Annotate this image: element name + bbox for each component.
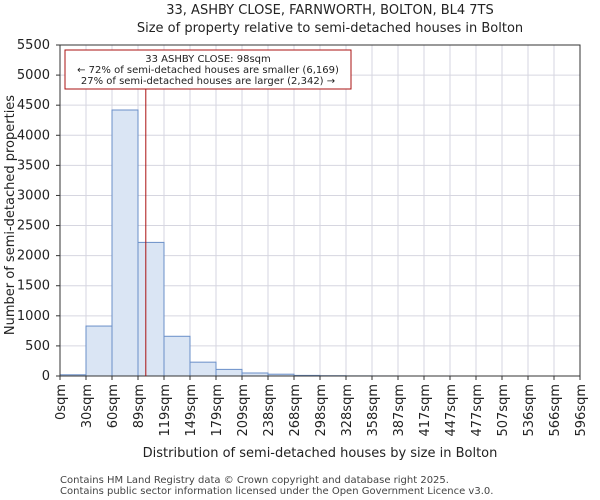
chart-subtitle: Size of property relative to semi-detach… <box>137 21 523 36</box>
y-tick-label-8: 4000 <box>17 128 50 143</box>
x-tick-label-5: 149sqm <box>184 384 199 437</box>
x-tick-label-1: 30sqm <box>80 384 95 428</box>
y-tick-label-9: 4500 <box>17 98 50 113</box>
x-tick-label-14: 417sqm <box>418 384 433 437</box>
annotation-frame <box>64 49 352 90</box>
x-tick-label-9: 268sqm <box>288 384 303 437</box>
x-tick-label-8: 238sqm <box>262 384 277 437</box>
y-tick-label-3: 1500 <box>17 279 50 294</box>
y-axis-ticks: 0 500 1000 1500 2000 2500 3000 3500 4000 4500 5000… <box>17 38 60 384</box>
y-tick-label-5: 2500 <box>17 219 50 234</box>
bar-3 <box>137 241 165 377</box>
y-tick-label-6: 3000 <box>17 188 50 203</box>
bar-4 <box>163 335 191 377</box>
x-tick-label-3: 89sqm <box>132 384 147 428</box>
x-tick-label-11: 328sqm <box>340 384 355 437</box>
bar-6 <box>215 368 243 377</box>
x-tick-label-7: 209sqm <box>236 384 251 437</box>
bar-2 <box>111 109 139 377</box>
x-tick-label-2: 60sqm <box>106 384 121 428</box>
y-tick-label-7: 3500 <box>17 158 50 173</box>
footer-line-1: Contains HM Land Registry data © Crown c… <box>60 475 449 486</box>
chart-title: 33, ASHBY CLOSE, FARNWORTH, BOLTON, BL4 … <box>166 3 493 18</box>
x-tick-label-4: 119sqm <box>158 384 173 437</box>
bars <box>59 109 399 377</box>
x-tick-label-16: 477sqm <box>470 384 485 437</box>
x-axis-label: Distribution of semi-detached houses by … <box>143 446 498 461</box>
annotation-line-3: 27% of semi-detached houses are larger (… <box>81 76 335 87</box>
y-axis-label: Number of semi-detached properties <box>3 95 18 335</box>
footer-line-2: Contains public sector information licen… <box>60 486 493 497</box>
y-tick-label-2: 1000 <box>17 309 50 324</box>
x-tick-label-6: 179sqm <box>210 384 225 437</box>
x-tick-label-17: 507sqm <box>496 384 511 437</box>
annotation-box: 33 ASHBY CLOSE: 98sqm ← 72% of semi-deta… <box>64 49 352 90</box>
x-tick-label-19: 566sqm <box>548 384 563 437</box>
annotation-line-1: 33 ASHBY CLOSE: 98sqm <box>145 54 271 65</box>
bar-1 <box>85 325 113 377</box>
x-axis-ticks: 0sqm 30sqm 60sqm 89sqm 119sqm 149sqm 179sqm 209… <box>54 376 589 437</box>
y-tick-label-0: 0 <box>42 369 50 384</box>
y-tick-label-11: 5500 <box>17 38 50 53</box>
x-tick-label-10: 298sqm <box>314 384 329 437</box>
x-tick-label-18: 536sqm <box>522 384 537 437</box>
y-tick-label-1: 500 <box>25 339 50 354</box>
x-tick-label-15: 447sqm <box>444 384 459 437</box>
x-tick-label-13: 387sqm <box>392 384 407 437</box>
y-tick-label-4: 2000 <box>17 249 50 264</box>
x-tick-label-12: 358sqm <box>366 384 381 437</box>
y-tick-label-10: 5000 <box>17 68 50 83</box>
annotation-line-2: ← 72% of semi-detached houses are smalle… <box>77 65 339 76</box>
x-tick-label-0: 0sqm <box>54 384 69 420</box>
bar-5 <box>189 361 217 377</box>
x-tick-label-20: 596sqm <box>574 384 589 437</box>
